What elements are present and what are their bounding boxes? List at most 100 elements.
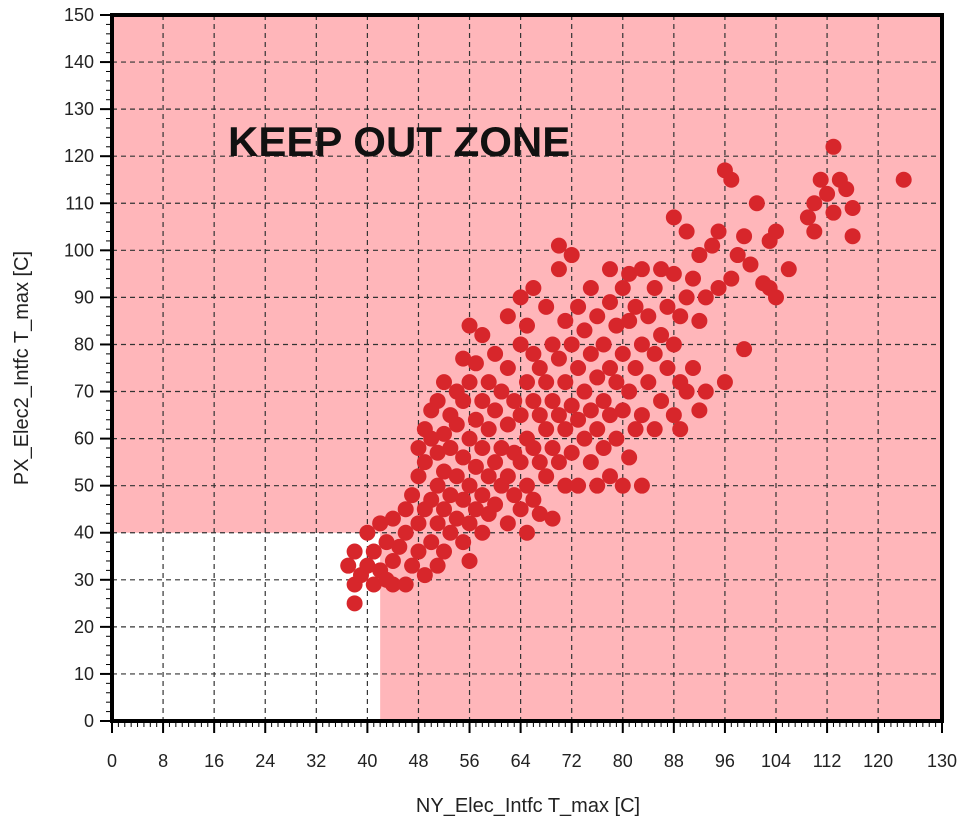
data-point [525, 392, 542, 409]
data-point [736, 228, 753, 245]
y-tick-label: 90 [74, 287, 94, 307]
data-point [487, 402, 504, 419]
x-tick-label: 80 [613, 751, 633, 771]
data-point [602, 294, 618, 311]
data-point [519, 477, 535, 494]
x-tick-label: 8 [158, 751, 168, 771]
x-tick-label: 112 [813, 751, 842, 771]
data-point [812, 171, 829, 188]
data-point [410, 543, 427, 560]
data-point [365, 543, 382, 560]
data-point [519, 374, 535, 391]
data-point [410, 468, 427, 485]
data-point [442, 440, 459, 457]
y-axis-title: PX_Elec2_Intfc T_max [C] [11, 251, 33, 485]
data-point [602, 407, 618, 424]
data-point [531, 454, 548, 471]
data-point [544, 392, 561, 409]
data-point [531, 360, 548, 376]
data-point [602, 261, 618, 278]
data-point [455, 350, 472, 367]
data-point [436, 501, 452, 518]
data-point [499, 416, 516, 433]
data-point [595, 392, 612, 409]
y-tick-label: 150 [64, 5, 94, 25]
data-point [582, 279, 599, 296]
y-tick-label: 70 [74, 382, 94, 402]
data-point [378, 534, 395, 551]
data-point [531, 407, 548, 424]
data-point [499, 308, 516, 325]
data-point [582, 402, 599, 419]
data-point [455, 392, 472, 409]
data-point [589, 421, 606, 438]
data-point [512, 501, 529, 518]
data-point [480, 421, 497, 438]
y-tick-label: 0 [84, 711, 94, 731]
data-point [729, 247, 746, 264]
data-point [621, 312, 638, 329]
data-point [455, 491, 472, 508]
data-point [455, 449, 472, 466]
data-point [461, 317, 478, 334]
y-tick-label: 140 [64, 52, 94, 72]
y-tick-label: 120 [64, 146, 94, 166]
data-point [416, 567, 433, 584]
y-tick-label: 40 [74, 523, 94, 543]
x-tick-label: 104 [761, 751, 791, 771]
data-point [819, 185, 836, 202]
data-point [550, 454, 567, 471]
data-point [557, 312, 574, 329]
data-point [621, 383, 638, 400]
data-point [544, 440, 561, 457]
data-point [806, 195, 823, 212]
data-point [384, 510, 401, 527]
tick-layer: 0 8 16 24 32 40 48 56 64 72 80 88 96 104 112 120 130 0 10 2… [64, 5, 957, 771]
x-tick-label: 96 [715, 751, 735, 771]
data-point [685, 360, 701, 376]
data-point [570, 477, 587, 494]
data-point [499, 468, 516, 485]
x-tick-label: 88 [664, 751, 684, 771]
data-point [640, 308, 657, 325]
x-tick-label: 130 [927, 751, 957, 771]
data-point [672, 421, 689, 438]
data-point [646, 421, 663, 438]
data-point [595, 440, 612, 457]
data-point [538, 421, 555, 438]
data-point [429, 515, 446, 532]
data-point [780, 261, 797, 278]
data-point [423, 491, 440, 508]
data-point [697, 383, 714, 400]
data-point [544, 336, 561, 353]
y-tick-label: 130 [64, 99, 94, 119]
data-point [614, 345, 631, 362]
data-point [519, 317, 535, 334]
data-point [627, 421, 644, 438]
data-point [563, 336, 580, 353]
data-point [538, 468, 555, 485]
data-point [844, 228, 861, 245]
data-point [499, 360, 516, 376]
data-point [570, 360, 587, 376]
data-point [467, 411, 484, 428]
data-point [633, 336, 650, 353]
data-point [895, 171, 912, 188]
data-point [614, 477, 631, 494]
data-point [442, 487, 459, 504]
data-point [384, 576, 401, 593]
data-point [557, 477, 574, 494]
y-tick-label: 30 [74, 570, 94, 590]
data-point [519, 524, 535, 541]
grid-layer [112, 15, 942, 721]
data-point [665, 265, 682, 282]
data-point [627, 360, 644, 376]
x-tick-label: 64 [511, 751, 531, 771]
data-point [723, 171, 740, 188]
data-point [570, 411, 587, 428]
data-point [544, 510, 561, 527]
data-point [710, 223, 727, 240]
data-point [697, 289, 714, 306]
data-point [480, 374, 497, 391]
data-point [595, 336, 612, 353]
